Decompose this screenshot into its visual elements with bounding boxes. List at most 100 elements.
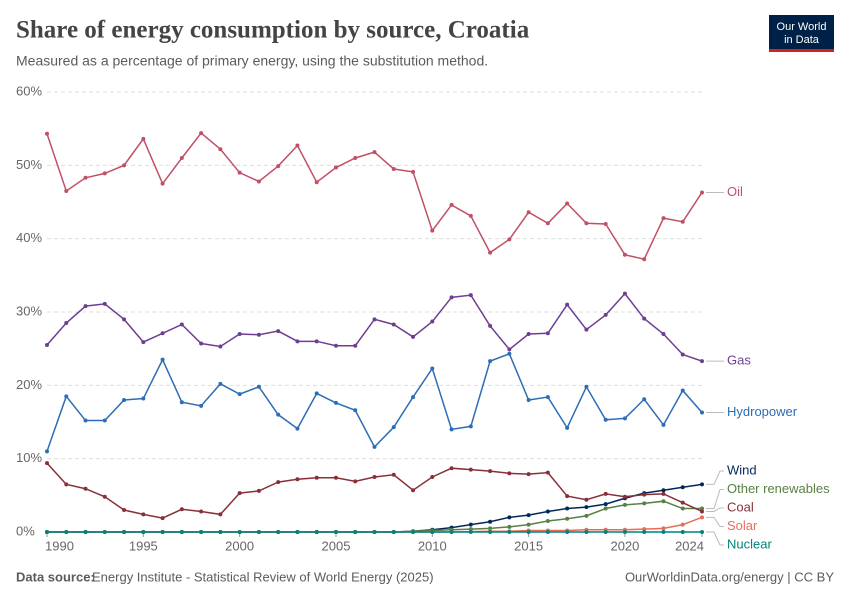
source-label: Data source: xyxy=(16,569,95,584)
data-point xyxy=(449,466,454,471)
data-point xyxy=(545,509,550,514)
data-point xyxy=(545,530,550,534)
x-tick-label: 2010 xyxy=(418,538,447,553)
data-point xyxy=(661,491,666,496)
data-point xyxy=(603,222,608,226)
data-point xyxy=(545,331,550,336)
data-point xyxy=(449,295,454,300)
data-point xyxy=(391,167,396,171)
data-point xyxy=(295,477,300,482)
data-point xyxy=(314,391,319,396)
data-point xyxy=(700,506,704,511)
data-point xyxy=(565,302,570,307)
data-point xyxy=(179,530,184,534)
x-tick-label: 2015 xyxy=(514,538,543,553)
data-point xyxy=(680,522,685,527)
x-tick-label: 2005 xyxy=(322,538,351,553)
source[interactable]: Energy Institute - Statistical Review of… xyxy=(92,569,434,584)
data-point xyxy=(199,530,204,534)
data-point xyxy=(680,352,685,357)
data-point xyxy=(526,332,531,336)
data-point xyxy=(680,388,685,393)
data-point xyxy=(700,410,704,415)
data-point xyxy=(488,530,493,534)
data-point xyxy=(353,530,358,534)
data-point xyxy=(218,147,223,152)
y-tick-label: 60% xyxy=(16,83,42,98)
data-point xyxy=(64,482,69,487)
data-point xyxy=(526,210,531,215)
x-tick-label: 1995 xyxy=(129,538,158,553)
data-point xyxy=(141,530,146,534)
data-point xyxy=(276,164,281,169)
data-point xyxy=(507,515,512,520)
data-point xyxy=(642,530,647,534)
data-point xyxy=(488,526,493,531)
data-point xyxy=(199,509,204,514)
data-point xyxy=(603,530,608,534)
logo-bar xyxy=(769,49,834,52)
legend-label: Solar xyxy=(727,518,758,533)
data-point xyxy=(122,398,127,402)
data-point xyxy=(468,424,473,429)
data-point xyxy=(507,471,512,476)
data-point xyxy=(584,505,589,510)
data-point xyxy=(411,169,416,174)
data-point xyxy=(603,417,608,422)
data-point xyxy=(372,444,377,449)
data-point xyxy=(622,416,627,421)
data-point xyxy=(276,329,281,334)
y-tick-label: 40% xyxy=(16,230,42,245)
data-point xyxy=(411,488,416,493)
logo-text: Our World xyxy=(777,21,827,33)
data-point xyxy=(449,530,454,534)
data-point xyxy=(411,395,416,400)
data-point xyxy=(199,403,204,408)
data-point xyxy=(603,491,608,496)
data-point xyxy=(179,156,184,160)
data-point xyxy=(45,449,49,454)
data-point xyxy=(237,530,242,534)
legend-label: Hydropower xyxy=(727,404,798,419)
data-point xyxy=(700,190,704,195)
data-point xyxy=(430,366,435,371)
legend-label: Nuclear xyxy=(727,536,772,551)
data-point xyxy=(333,165,338,170)
data-point xyxy=(122,508,127,512)
data-point xyxy=(237,170,242,175)
data-point xyxy=(141,396,146,401)
data-point xyxy=(507,351,512,356)
logo[interactable] xyxy=(769,15,834,51)
x-tick-label: 1990 xyxy=(45,538,74,553)
data-point xyxy=(160,530,165,534)
data-point xyxy=(661,530,666,534)
data-point xyxy=(526,513,531,518)
data-point xyxy=(468,213,473,218)
data-point xyxy=(160,181,165,186)
data-point xyxy=(565,506,570,511)
data-point xyxy=(622,494,627,499)
data-point xyxy=(102,171,107,176)
data-point xyxy=(83,304,88,309)
data-point xyxy=(160,331,165,336)
y-tick-label: 10% xyxy=(16,450,42,465)
data-point xyxy=(314,530,319,534)
data-point xyxy=(295,530,300,534)
label-connector xyxy=(706,516,724,527)
data-point xyxy=(661,332,666,336)
data-point xyxy=(333,530,338,534)
credit[interactable]: OurWorldinData.org/energy | CC BY xyxy=(625,569,834,584)
legend-label: Gas xyxy=(727,353,751,368)
data-point xyxy=(314,180,319,185)
data-point xyxy=(64,394,69,399)
data-point xyxy=(449,427,454,432)
data-point xyxy=(295,339,300,344)
data-point xyxy=(584,221,589,226)
data-point xyxy=(160,357,165,362)
data-point xyxy=(545,519,550,523)
data-point xyxy=(507,530,512,534)
data-point xyxy=(45,131,49,136)
data-point xyxy=(526,472,531,477)
data-point xyxy=(256,332,261,337)
data-point xyxy=(565,516,570,521)
